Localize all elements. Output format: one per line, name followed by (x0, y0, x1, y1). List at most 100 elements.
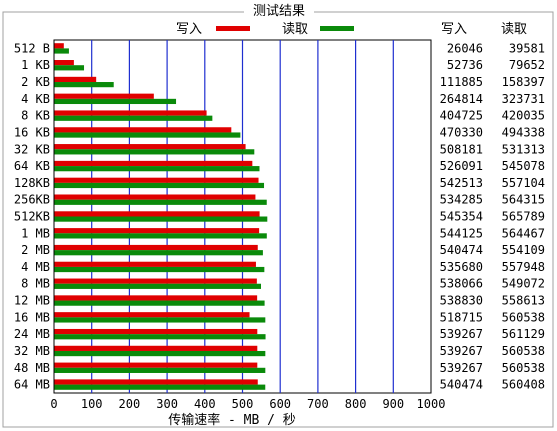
bar-read (54, 283, 262, 289)
bar-read (54, 132, 241, 138)
x-tick-label: 100 (81, 397, 103, 411)
table-cell-read: 560538 (502, 361, 545, 375)
table-cell-read: 323731 (502, 92, 545, 106)
bar-write (54, 228, 260, 234)
table-cell-read: 549072 (502, 277, 545, 291)
table-cell-write: 404725 (440, 109, 483, 123)
table-cell-write: 540474 (440, 243, 483, 257)
table-cell-read: 557104 (502, 176, 545, 190)
legend-write-swatch (216, 26, 250, 31)
table-cell-read: 545078 (502, 159, 545, 173)
bar-read (54, 98, 177, 105)
category-label: 48 MB (14, 361, 50, 375)
table-cell-write: 539267 (440, 344, 483, 358)
table-cell-write: 545354 (440, 210, 483, 224)
category-label: 8 MB (21, 277, 50, 291)
bar-write (54, 160, 253, 167)
table-cell-write: 508181 (440, 142, 483, 156)
table-cell-write: 539267 (440, 327, 483, 341)
bar-read (54, 384, 266, 390)
bar-write (54, 261, 256, 267)
x-tick-label: 1000 (417, 397, 446, 411)
category-label: 64 KB (14, 159, 50, 173)
x-tick-label: 700 (307, 397, 329, 411)
table-cell-read: 560408 (502, 378, 545, 392)
category-label: 4 MB (21, 260, 50, 274)
bar-read (54, 82, 114, 88)
bar-write (54, 127, 232, 133)
table-cell-read: 79652 (509, 58, 545, 72)
table-cell-write: 535680 (440, 260, 483, 274)
category-label: 128KB (14, 176, 50, 190)
legend-read-label: 读取 (282, 22, 308, 37)
bar-read (54, 149, 255, 155)
table-cell-write: 542513 (440, 176, 483, 190)
bar-write (54, 295, 258, 301)
bar-write (54, 312, 250, 318)
table-cell-write: 52736 (447, 58, 483, 72)
table-cell-read: 561129 (502, 327, 545, 341)
x-tick-label: 500 (232, 397, 254, 411)
category-label: 2 KB (21, 75, 50, 89)
category-label: 16 KB (14, 125, 50, 139)
bar-write (54, 194, 256, 200)
table-cell-read: 158397 (502, 75, 545, 89)
bar-read (54, 115, 213, 121)
bar-write (54, 211, 260, 217)
category-label: 32 MB (14, 344, 50, 358)
bar-write (54, 244, 258, 251)
table-cell-read: 554109 (502, 243, 545, 257)
bar-write (54, 379, 258, 385)
bar-write (54, 60, 74, 66)
x-tick-label: 300 (156, 397, 178, 411)
x-tick-label: 800 (345, 397, 367, 411)
bar-write (54, 328, 258, 335)
x-tick-label: 400 (194, 397, 216, 411)
bar-read (54, 166, 260, 172)
bar-write (54, 43, 64, 49)
bar-write (54, 93, 154, 99)
bar-read (54, 65, 85, 71)
x-tick-label: 600 (269, 397, 291, 411)
bar-read (54, 216, 268, 222)
x-tick-label: 200 (119, 397, 141, 411)
bar-write (54, 144, 246, 150)
table-cell-read: 39581 (509, 41, 545, 55)
table-cell-write: 518715 (440, 310, 483, 324)
category-label: 64 MB (14, 378, 50, 392)
x-tick-label: 900 (382, 397, 404, 411)
category-label: 16 MB (14, 310, 50, 324)
bar-read (54, 266, 265, 273)
table-cell-read: 560538 (502, 310, 545, 324)
bar-read (54, 48, 69, 54)
table-cell-write: 534285 (440, 193, 483, 207)
bar-read (54, 334, 266, 340)
table-header-read: 读取 (501, 22, 527, 37)
category-labels: 512 B 1 KB 2 KB 4 KB 8 KB 16 KB 32 KB 64 KB 128K… (14, 41, 50, 391)
x-axis-label: 传输速率 - MB / 秒 (168, 412, 296, 428)
x-tick-labels: 0 100 200 300 400 500 600 700 800 900 1000 (50, 397, 445, 411)
table-cell-write: 544125 (440, 226, 483, 240)
table-cell-write: 539267 (440, 361, 483, 375)
category-label: 12 MB (14, 294, 50, 308)
bar-write (54, 177, 259, 183)
table-cell-write: 111885 (440, 75, 483, 89)
table-cell-write: 538066 (440, 277, 483, 291)
category-label: 24 MB (14, 327, 50, 341)
table-cell-read: 564467 (502, 226, 545, 240)
bar-write (54, 110, 207, 116)
bar-write (54, 345, 258, 351)
bar-read (54, 250, 263, 256)
table-cell-read: 420035 (502, 109, 545, 123)
category-label: 512 B (14, 41, 50, 55)
bar-read (54, 317, 266, 323)
table-cell-write: 26046 (447, 41, 483, 55)
bar-write (54, 278, 257, 284)
category-label: 1 MB (21, 226, 50, 240)
category-label: 32 KB (14, 142, 50, 156)
chart-title: 测试结果 (253, 4, 305, 19)
table-header-write: 写入 (441, 22, 467, 37)
table-cell-write: 470330 (440, 125, 483, 139)
title-backdrop (244, 3, 314, 19)
category-label: 4 KB (21, 92, 50, 106)
